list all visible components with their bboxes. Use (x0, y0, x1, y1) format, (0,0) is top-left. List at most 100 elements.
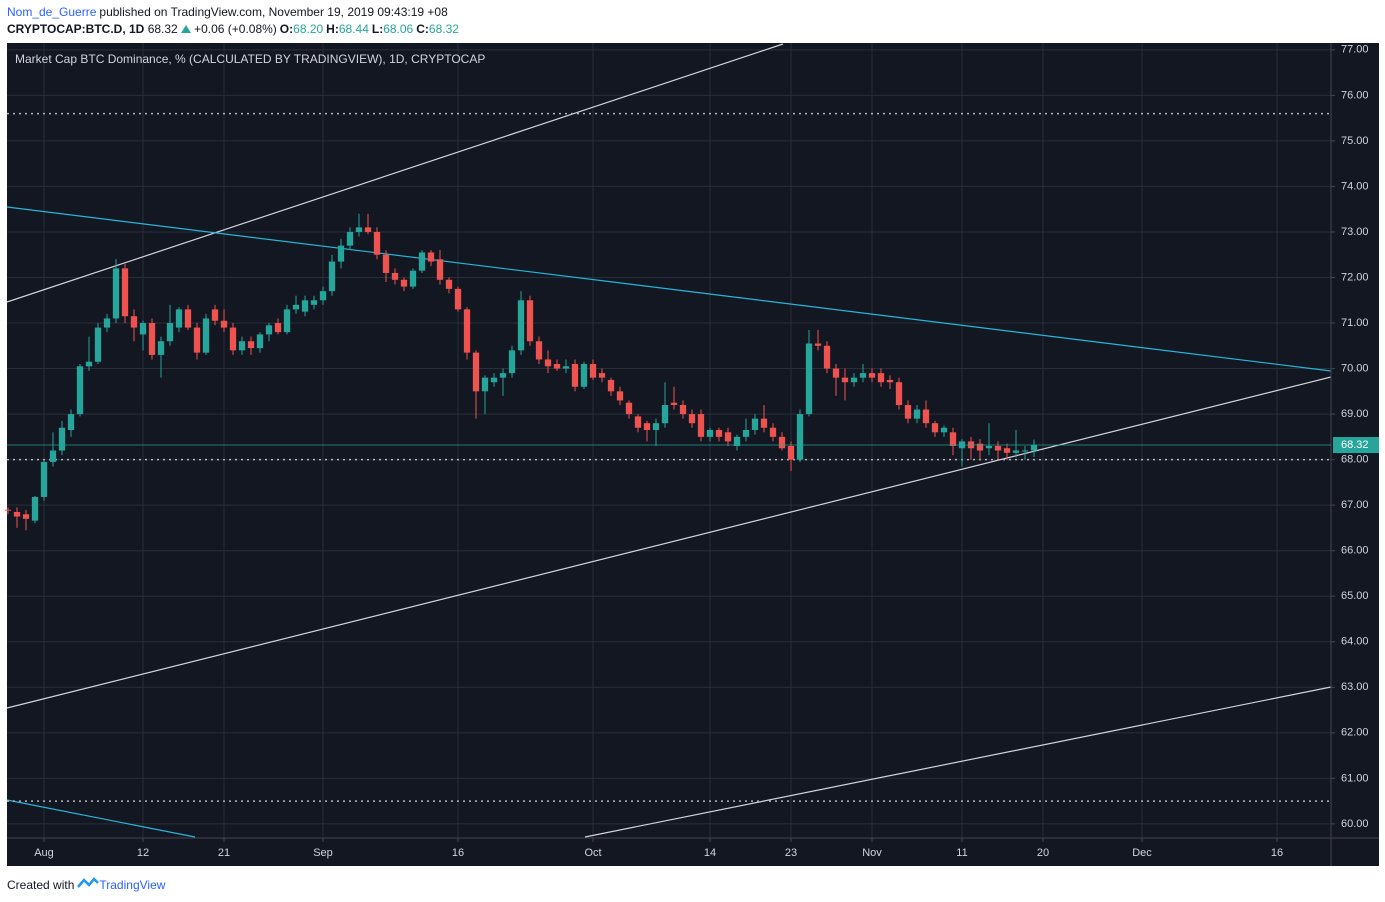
y-tick-label: 75.00 (1341, 135, 1369, 147)
candle-body (760, 418, 768, 428)
candle-body (112, 268, 120, 319)
candle-body (490, 377, 498, 383)
candle-body (40, 461, 48, 497)
x-tick-label: Aug (34, 847, 54, 859)
last: 68.32 (147, 22, 178, 36)
trend-line (6, 206, 1332, 372)
candle-body (319, 291, 327, 301)
candle-body (913, 409, 921, 419)
trend-line (584, 686, 1332, 838)
x-tick-label: 21 (218, 847, 230, 859)
candle-body (616, 391, 624, 401)
o-value: 68.20 (293, 22, 324, 36)
y-tick-label: 76.00 (1341, 89, 1369, 101)
x-tick-label: Oct (584, 847, 601, 859)
candle-body (508, 350, 516, 374)
o-label: O: (279, 22, 294, 36)
candle-body (643, 423, 651, 431)
y-tick-label: 64.00 (1341, 636, 1369, 648)
candle-body (355, 227, 363, 232)
h-label: H: (326, 22, 339, 36)
candle-body (940, 427, 948, 433)
x-tick-label: 12 (137, 847, 149, 859)
candle-body (670, 402, 678, 405)
y-tick-label: 60.00 (1341, 818, 1369, 830)
candle-body (166, 323, 174, 342)
candle-body (535, 341, 543, 360)
candle-body (247, 341, 255, 349)
candle-body (49, 450, 57, 462)
candle-body (832, 368, 840, 378)
y-tick-label: 70.00 (1341, 362, 1369, 374)
candle-body (256, 334, 264, 349)
candle-body (31, 496, 39, 521)
candle-body (598, 373, 606, 378)
candle-body (517, 300, 525, 351)
candle-body (859, 373, 867, 378)
candle-body (337, 245, 345, 262)
x-tick-label: Sep (313, 847, 333, 859)
candle-body (841, 377, 849, 383)
brand-link[interactable]: TradingView (99, 878, 166, 892)
candle-body (139, 323, 147, 335)
ohlc-line: CRYPTOCAP:BTC.D, 1D 68.32 +0.06 (+0.08%)… (7, 22, 462, 36)
candle-body (157, 341, 165, 355)
candle-body (661, 404, 669, 424)
candle-body (346, 231, 354, 246)
trend-line (6, 376, 1332, 709)
candle-body (607, 379, 615, 392)
candle-body (931, 423, 939, 433)
candle-body (1003, 448, 1011, 453)
candle-body (445, 279, 453, 289)
candle-body (544, 359, 552, 367)
trend-line (6, 799, 196, 838)
trend-line (6, 43, 784, 303)
candle-body (481, 377, 489, 392)
candle-body (796, 414, 804, 460)
candle-body (688, 414, 696, 424)
x-tick-label: 11 (956, 847, 967, 859)
candle-body (328, 261, 336, 292)
candle-body (976, 443, 984, 451)
last-price-label: 68.32 (1341, 439, 1369, 451)
y-tick-label: 71.00 (1341, 317, 1369, 329)
candle-body (697, 414, 705, 437)
author-link[interactable]: Nom_de_Guerre (7, 5, 97, 19)
y-tick-label: 77.00 (1341, 44, 1369, 56)
candle-body (589, 364, 597, 378)
candle-body (580, 364, 588, 387)
candle-body (400, 279, 408, 287)
candle-body (220, 320, 228, 328)
candle-body (922, 409, 930, 424)
candle-body (463, 309, 471, 353)
candle-body (211, 309, 219, 321)
candle-body (1030, 445, 1038, 451)
candle-body (679, 404, 687, 415)
h-value: 68.44 (338, 22, 369, 36)
candle-body (877, 373, 885, 383)
candle-body (103, 318, 111, 328)
x-tick-label: 16 (1271, 847, 1283, 859)
candle-body (553, 364, 561, 369)
chart: Market Cap BTC Dominance, % (CALCULATED … (4, 43, 1379, 866)
y-tick-label: 69.00 (1341, 408, 1369, 420)
candle-body (985, 445, 993, 449)
candle-body (1021, 450, 1029, 452)
x-tick-label: 16 (452, 847, 464, 859)
candle-body (652, 423, 660, 431)
x-tick-label: Dec (1132, 847, 1152, 859)
candle-body (148, 323, 156, 355)
candle-body (310, 300, 318, 305)
y-tick-label: 65.00 (1341, 590, 1369, 602)
candle-body (58, 427, 66, 451)
candle-body (706, 430, 714, 437)
candle-body (67, 414, 75, 431)
candle-body (13, 511, 21, 517)
c-value: 68.32 (428, 22, 459, 36)
candle-body (409, 270, 417, 287)
candle-body (121, 268, 129, 317)
candle-body (787, 445, 795, 460)
candle-body (292, 304, 300, 310)
x-tick-label: 20 (1037, 847, 1049, 859)
y-tick-label: 61.00 (1341, 772, 1369, 784)
